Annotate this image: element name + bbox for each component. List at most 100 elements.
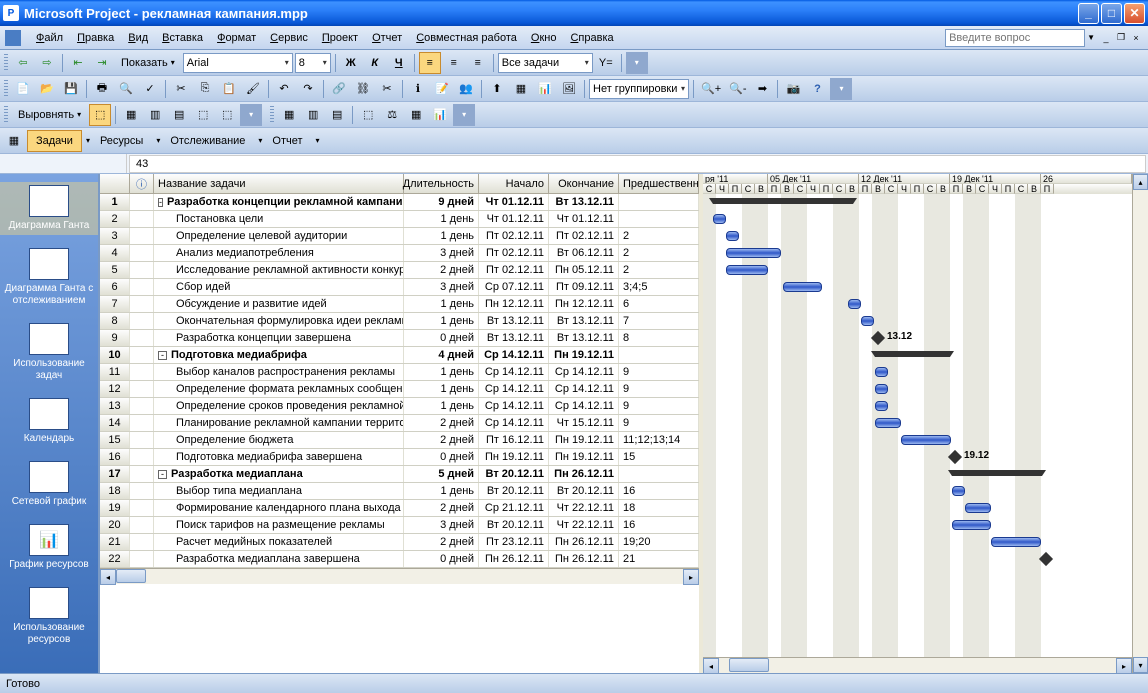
menu-окно[interactable]: Окно xyxy=(524,29,564,47)
gantt-bar[interactable] xyxy=(713,214,726,224)
view-сетевой-график[interactable]: ⬚Сетевой график xyxy=(0,458,98,511)
minimize-button[interactable]: _ xyxy=(1078,3,1099,24)
table-row[interactable]: 11Выбор каналов распространения рекламы1… xyxy=(100,364,699,381)
help-button[interactable]: ? xyxy=(806,78,828,100)
tab-report[interactable]: Отчет xyxy=(263,130,311,152)
gantt-summary-bar[interactable] xyxy=(875,351,950,357)
cut-button[interactable]: ✂ xyxy=(170,78,192,100)
toolbar-overflow-2[interactable]: ▾ xyxy=(830,78,852,100)
ask-question-box[interactable] xyxy=(945,29,1085,47)
zoom-in-button[interactable]: 🔍+ xyxy=(698,78,724,100)
gantt-bar[interactable] xyxy=(965,503,991,513)
table-row[interactable]: 15Определение бюджета2 днейПт 16.12.11Пн… xyxy=(100,432,699,449)
table-row[interactable]: 20Поиск тарифов на размещение рекламы3 д… xyxy=(100,517,699,534)
gantt-bar[interactable] xyxy=(726,265,768,275)
table-row[interactable]: 2Постановка цели1 деньЧт 01.12.11Чт 01.1… xyxy=(100,211,699,228)
toolbar-overflow[interactable]: ▾ xyxy=(626,52,648,74)
menu-справка[interactable]: Справка xyxy=(563,29,620,47)
format-painter-button[interactable]: 🖌 xyxy=(242,78,264,100)
show-button[interactable]: Показать▾ xyxy=(115,52,181,74)
table-row[interactable]: 16Подготовка медиабрифа завершена0 днейП… xyxy=(100,449,699,466)
new-button[interactable]: 📄 xyxy=(12,78,34,100)
gantt-bar[interactable] xyxy=(875,418,901,428)
align-center-button[interactable]: ≡ xyxy=(443,52,465,74)
mdi-minimize[interactable]: _ xyxy=(1099,31,1113,45)
info-button[interactable]: ℹ xyxy=(407,78,429,100)
nav-fwd-button[interactable]: ⇨ xyxy=(36,52,58,74)
align-left-button[interactable]: ≡ xyxy=(419,52,441,74)
font-combo[interactable]: Arial▾ xyxy=(183,53,293,73)
menu-вид[interactable]: Вид xyxy=(121,29,155,47)
tab-tasks-drop[interactable]: ▾ xyxy=(86,136,90,145)
table-row[interactable]: 21Расчет медийных показателей2 днейПт 23… xyxy=(100,534,699,551)
table-row[interactable]: 14Планирование рекламной кампании террит… xyxy=(100,415,699,432)
print-button[interactable]: 🖶 xyxy=(91,78,113,100)
toolbar-overflow-4[interactable]: ▾ xyxy=(453,104,475,126)
copy-button[interactable]: ⎘ xyxy=(194,78,216,100)
rg-4[interactable]: ⬚ xyxy=(357,104,379,126)
menu-совместная работа[interactable]: Совместная работа xyxy=(409,29,524,47)
close-button[interactable]: ✕ xyxy=(1124,3,1145,24)
tab-resources[interactable]: Ресурсы xyxy=(91,130,152,152)
grid-button[interactable]: ▦ xyxy=(510,78,532,100)
menu-проект[interactable]: Проект xyxy=(315,29,365,47)
view-график-ресурсов[interactable]: 📊График ресурсов xyxy=(0,521,98,574)
gantt-bar[interactable] xyxy=(861,316,874,326)
table-row[interactable]: 18Выбор типа медиаплана1 деньВт 20.12.11… xyxy=(100,483,699,500)
table-row[interactable]: 6Сбор идей3 днейСр 07.12.11Пт 09.12.113;… xyxy=(100,279,699,296)
corner-cell[interactable] xyxy=(100,174,130,193)
gantt-bar[interactable] xyxy=(783,282,822,292)
table-hscroll[interactable]: ◂▸ xyxy=(100,568,699,584)
picture-button[interactable]: 🖼 xyxy=(558,78,580,100)
table-row[interactable]: 4Анализ медиапотребления3 днейПт 02.12.1… xyxy=(100,245,699,262)
align-right-button[interactable]: ≡ xyxy=(467,52,489,74)
goto-button[interactable]: ➡ xyxy=(751,78,773,100)
indent-button[interactable]: ⇥ xyxy=(91,52,113,74)
gantt-bar[interactable] xyxy=(875,384,888,394)
wizard-button[interactable]: 📊 xyxy=(534,78,556,100)
mdi-restore[interactable]: ❐ xyxy=(1114,31,1128,45)
underline-button[interactable]: Ч xyxy=(388,52,410,74)
view-использование-ресурсов[interactable]: ▤Использование ресурсов xyxy=(0,584,98,649)
view-календарь[interactable]: ▥Календарь xyxy=(0,395,98,448)
rg-5[interactable]: ⚖ xyxy=(381,104,403,126)
link-button[interactable]: 🔗 xyxy=(328,78,350,100)
menu-сервис[interactable]: Сервис xyxy=(263,29,315,47)
gantt-bar[interactable] xyxy=(952,520,991,530)
view-использование-задач[interactable]: ▤Использование задач xyxy=(0,320,98,385)
track-6[interactable]: ⬚ xyxy=(216,104,238,126)
table-row[interactable]: 1-Разработка концепции рекламной кампани… xyxy=(100,194,699,211)
col-duration[interactable]: Длительность xyxy=(404,174,479,193)
undo-button[interactable]: ↶ xyxy=(273,78,295,100)
spell-button[interactable]: ✓ xyxy=(139,78,161,100)
table-row[interactable]: 5Исследование рекламной активности конку… xyxy=(100,262,699,279)
gantt-summary-bar[interactable] xyxy=(713,198,853,204)
nav-back-button[interactable]: ⇦ xyxy=(12,52,34,74)
group-combo[interactable]: Нет группировки▾ xyxy=(589,79,689,99)
gantt-bar[interactable] xyxy=(726,231,739,241)
open-button[interactable]: 📂 xyxy=(36,78,58,100)
toolbar-overflow-3[interactable]: ▾ xyxy=(240,104,262,126)
col-info[interactable]: ⓘ xyxy=(130,174,154,193)
gantt-bar[interactable] xyxy=(991,537,1041,547)
table-row[interactable]: 7Обсуждение и развитие идей1 деньПн 12.1… xyxy=(100,296,699,313)
rg-7[interactable]: 📊 xyxy=(429,104,451,126)
track-3[interactable]: ▥ xyxy=(144,104,166,126)
tab-resources-drop[interactable]: ▾ xyxy=(156,136,160,145)
tab-tracking[interactable]: Отслеживание xyxy=(161,130,254,152)
gantt-bar[interactable] xyxy=(726,248,781,258)
split-button[interactable]: ✂ xyxy=(376,78,398,100)
ask-dropdown[interactable]: ▼ xyxy=(1087,33,1095,42)
vscroll[interactable]: ▴▾ xyxy=(1132,174,1148,673)
track-4[interactable]: ▤ xyxy=(168,104,190,126)
unlink-button[interactable]: ⛓ xyxy=(352,78,374,100)
gantt-bar[interactable] xyxy=(875,401,888,411)
copy-picture-button[interactable]: 📷 xyxy=(782,78,804,100)
redo-button[interactable]: ↷ xyxy=(297,78,319,100)
table-row[interactable]: 9Разработка концепции завершена0 днейВт … xyxy=(100,330,699,347)
track-5[interactable]: ⬚ xyxy=(192,104,214,126)
gantt-area[interactable]: 13.1219.12 xyxy=(703,194,1132,657)
tab-tracking-drop[interactable]: ▾ xyxy=(258,136,262,145)
gantt-bar[interactable] xyxy=(848,299,861,309)
menu-правка[interactable]: Правка xyxy=(70,29,121,47)
